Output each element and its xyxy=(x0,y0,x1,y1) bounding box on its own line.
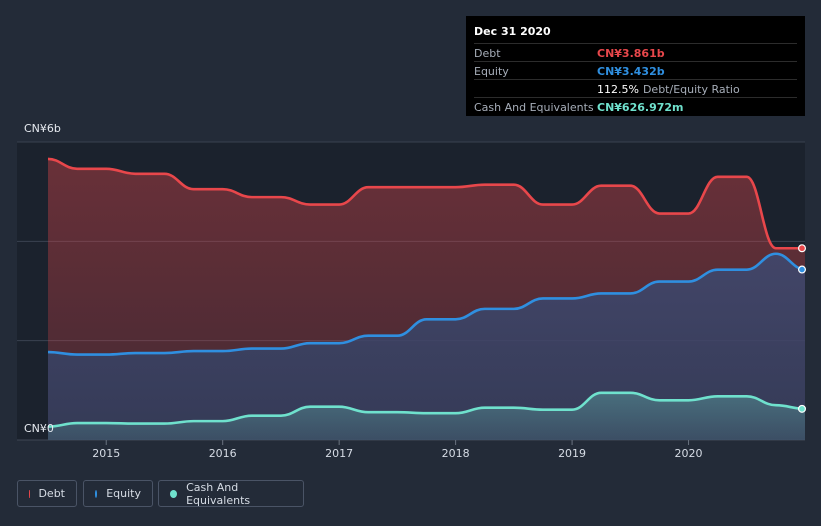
tooltip-debt-label: Debt xyxy=(474,46,501,60)
tooltip-debt-value: CN¥3.861b xyxy=(597,46,665,60)
equity-endpoint-marker xyxy=(797,265,806,274)
x-tick-label: 2019 xyxy=(558,447,586,460)
y-tick-label-top: CN¥6b xyxy=(24,122,61,135)
legend-item-equity[interactable]: Equity xyxy=(83,480,153,507)
tooltip-cash-label: Cash And Equivalents xyxy=(474,100,594,114)
equity-line xyxy=(47,252,806,356)
y-tick-label-bottom: CN¥0 xyxy=(24,422,54,435)
x-tick-label: 2016 xyxy=(209,447,237,460)
tooltip-ratio-row: 112.5% Debt/Equity Ratio xyxy=(474,79,797,97)
legend-equity-label: Equity xyxy=(106,487,141,500)
legend-item-debt[interactable]: Debt xyxy=(17,480,77,507)
debt-line xyxy=(47,157,806,250)
x-tick-label: 2017 xyxy=(325,447,353,460)
tooltip-cash-value: CN¥626.972m xyxy=(597,100,684,114)
legend-item-cash[interactable]: Cash And Equivalents xyxy=(158,480,304,507)
lines xyxy=(47,157,806,428)
x-tick-label: 2020 xyxy=(675,447,703,460)
cash-legend-dot-icon xyxy=(170,489,178,498)
equity-legend-dot-icon xyxy=(95,489,98,498)
tooltip-debt-row: Debt CN¥3.861b xyxy=(474,43,797,61)
debt-endpoint-marker xyxy=(797,244,806,253)
tooltip-equity-label: Equity xyxy=(474,64,509,78)
cash-endpoint-marker xyxy=(797,404,806,413)
tooltip-equity-row: Equity CN¥3.432b xyxy=(474,61,797,79)
legend-cash-label: Cash And Equivalents xyxy=(186,480,251,507)
tooltip: Dec 31 2020 Debt CN¥3.861b Equity CN¥3.4… xyxy=(466,16,805,116)
legend-debt-label: Debt xyxy=(38,487,65,500)
cash-area xyxy=(48,392,805,440)
tooltip-cash-row: Cash And Equivalents CN¥626.972m xyxy=(474,97,797,115)
tooltip-ratio-value: 112.5% xyxy=(597,82,639,96)
x-tick-label: 2018 xyxy=(442,447,470,460)
x-tick-label: 2015 xyxy=(92,447,120,460)
tooltip-equity-value: CN¥3.432b xyxy=(597,64,665,78)
tooltip-ratio-label: Debt/Equity Ratio xyxy=(642,82,740,96)
x-axis: 2015 2016 2017 2018 2019 2020 xyxy=(92,440,703,460)
tooltip-date: Dec 31 2020 xyxy=(474,25,551,38)
cash-line xyxy=(47,391,806,428)
